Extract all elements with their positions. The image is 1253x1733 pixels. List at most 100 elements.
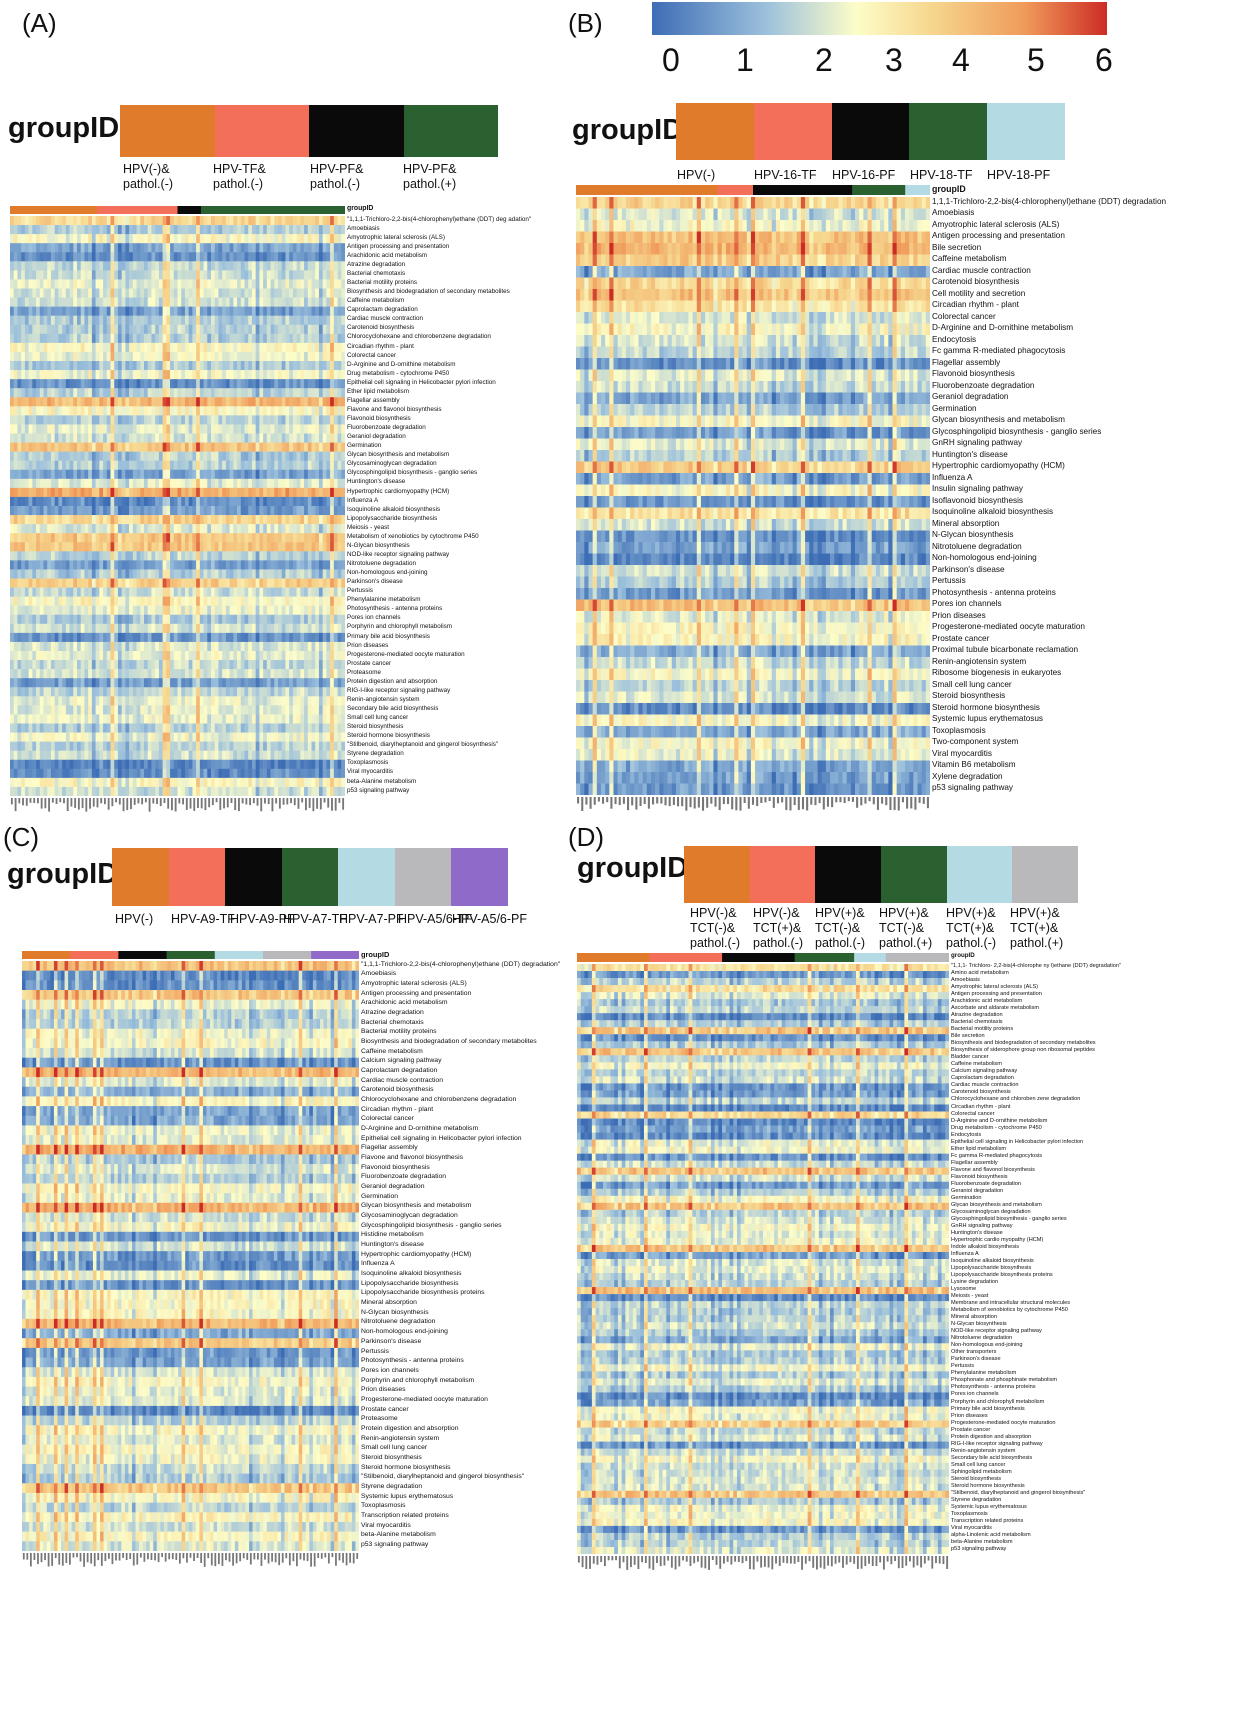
heatmap-cell (199, 623, 204, 634)
heatmap-cell (222, 632, 227, 643)
heatmap-cell (330, 324, 335, 335)
heatmap-cell (166, 324, 171, 335)
heatmap-cell (54, 569, 59, 579)
heatmap-cell (117, 442, 122, 452)
heatmap-cell (140, 379, 145, 389)
heatmap-cell (106, 315, 111, 326)
heatmap-cell (65, 270, 70, 280)
heatmap-cell (132, 569, 137, 579)
heatmap-cell (278, 406, 283, 416)
heatmap-cell (311, 388, 316, 398)
heatmap-cell (244, 315, 249, 326)
heatmap-cell (17, 478, 22, 489)
heatmap-cell (326, 533, 331, 543)
heatmap-cell (10, 388, 15, 398)
heatmap-cell (214, 651, 219, 661)
heatmap-cell (255, 678, 260, 688)
heatmap-cell (117, 370, 122, 380)
heatmap-cell (50, 569, 55, 579)
heatmap-cell (274, 487, 279, 498)
heatmap-cell (73, 297, 78, 307)
heatmap-cell (43, 297, 48, 307)
heatmap-cell (69, 605, 74, 616)
heatmap-cell (95, 243, 100, 253)
heatmap-cell (125, 424, 130, 434)
heatmap-cell (229, 578, 234, 588)
heatmap-cell (132, 614, 137, 625)
heatmap-cell (248, 379, 253, 389)
heatmap-cell (36, 315, 41, 326)
heatmap-cell (341, 605, 345, 616)
heatmap-cell (240, 614, 245, 625)
heatmap-cell (278, 297, 283, 307)
heatmap-cell (278, 315, 283, 326)
heatmap-cell (184, 569, 189, 579)
heatmap-cell (237, 252, 242, 262)
heatmap-cell (196, 324, 201, 335)
heatmap-cell (132, 406, 137, 416)
heatmap-cell (296, 370, 301, 380)
heatmap-cell (263, 442, 268, 452)
heatmap-cell (17, 542, 22, 552)
heatmap-cell (103, 623, 108, 634)
heatmap-cell (21, 225, 26, 235)
heatmap-cell (158, 306, 163, 316)
heatmap-cell (50, 297, 55, 307)
heatmap-cell (292, 388, 297, 398)
heatmap-cell (43, 651, 48, 661)
heatmap-cell (225, 361, 230, 371)
heatmap-cell (177, 315, 182, 326)
heatmap-cell (211, 388, 216, 398)
heatmap-cell (237, 225, 242, 235)
heatmap-cell (43, 560, 48, 570)
heatmap-cell (50, 225, 55, 235)
heatmap-cell (32, 641, 37, 652)
heatmap-cell (203, 478, 208, 489)
heatmap-cell (136, 660, 141, 670)
heatmap-cell (248, 225, 253, 235)
heatmap-cell (322, 324, 327, 335)
heatmap-cell (311, 560, 316, 570)
heatmap-cell (304, 660, 309, 670)
heatmap-cell (28, 306, 33, 316)
heatmap-cell (307, 370, 312, 380)
heatmap-cell (32, 315, 37, 326)
heatmap-cell (255, 451, 260, 461)
heatmap-cell (110, 605, 115, 616)
heatmap-cell (21, 361, 26, 371)
heatmap-cell (106, 361, 111, 371)
group-legend-bar (120, 105, 498, 157)
heatmap-cell (307, 243, 312, 253)
heatmap-cell (315, 460, 320, 471)
heatmap-cell (77, 397, 82, 407)
heatmap-cell (248, 297, 253, 307)
heatmap-cell (199, 632, 204, 643)
heatmap-cell (218, 515, 223, 525)
heatmap-cell (36, 324, 41, 335)
heatmap-cell (17, 415, 22, 425)
heatmap-cell (285, 596, 290, 606)
heatmap-cell (129, 696, 134, 706)
heatmap-cell (259, 478, 264, 489)
heatmap-cell (259, 361, 264, 371)
heatmap-cell (263, 632, 268, 643)
heatmap-cell (91, 333, 96, 344)
heatmap-cell (181, 252, 186, 262)
heatmap-cell (333, 669, 338, 679)
heatmap-cell (43, 551, 48, 561)
heatmap-cell (132, 243, 137, 253)
heatmap-cell (80, 460, 85, 471)
heatmap-cell (281, 632, 286, 643)
heatmap-cell (330, 569, 335, 579)
heatmap-cell (181, 361, 186, 371)
heatmap-cell (244, 406, 249, 416)
heatmap-cell (278, 605, 283, 616)
heatmap-cell (88, 424, 93, 434)
heatmap-cell (322, 216, 327, 226)
heatmap-cell (110, 243, 115, 253)
heatmap-cell (207, 623, 212, 634)
heatmap-cell (28, 279, 33, 289)
heatmap-cell (106, 270, 111, 280)
heatmap-cell (24, 515, 29, 525)
